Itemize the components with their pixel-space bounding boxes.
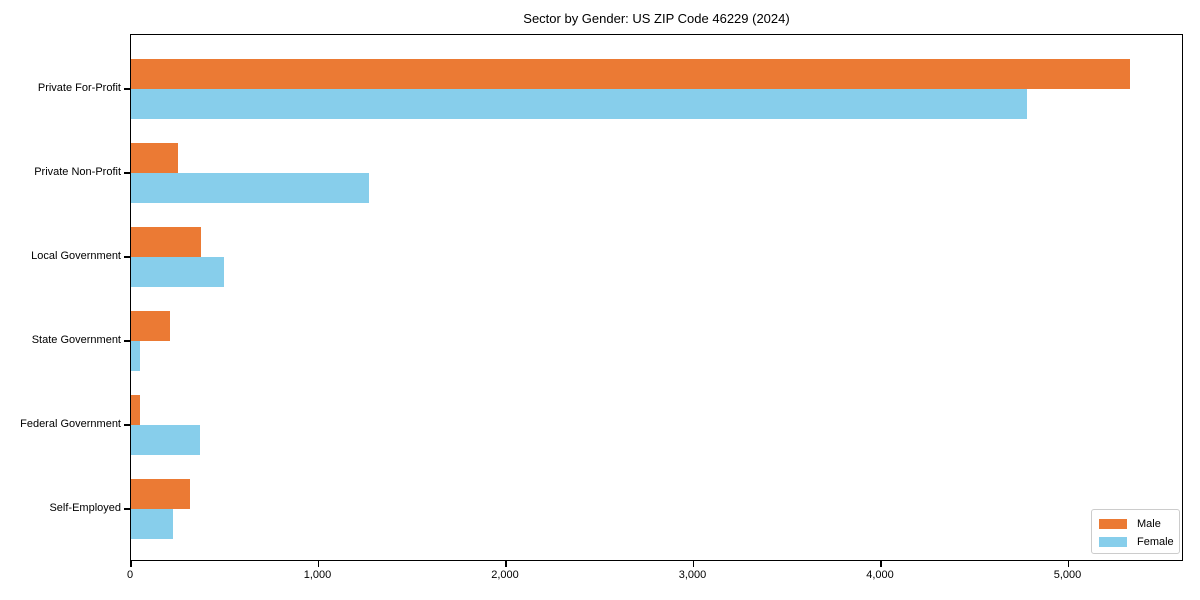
xtick-mark [505,561,507,567]
xtick-mark [317,561,319,567]
bar-female-4 [131,425,201,455]
bar-male-3 [131,311,171,341]
legend-entry-male: Male [1099,516,1179,532]
bar-male-4 [131,395,141,425]
bar-female-3 [131,341,140,371]
xtick-mark [692,561,694,567]
bar-female-5 [131,509,174,539]
xtick-mark [1067,561,1069,567]
xtick-label: 3,000 [678,569,707,581]
ytick-label: Private Non-Profit [34,166,121,178]
xtick-mark [880,561,882,567]
chart-title: Sector by Gender: US ZIP Code 46229 (202… [523,11,790,26]
legend-swatch-female [1099,537,1127,547]
ytick-label: Federal Government [20,418,121,430]
legend-entry-female: Female [1099,534,1179,550]
ytick-mark [124,340,130,342]
xtick-label: 5,000 [1053,569,1082,581]
bar-female-2 [131,257,224,287]
ytick-mark [124,424,130,426]
ytick-mark [124,172,130,174]
legend-swatch-male [1099,519,1127,529]
bar-male-0 [131,59,1131,89]
legend-label: Male [1137,518,1161,530]
legend: Male Female [1091,509,1180,554]
xtick-label: 2,000 [491,569,519,581]
xtick-label: 0 [126,569,134,581]
legend-label: Female [1137,536,1174,548]
bar-male-1 [131,143,178,173]
ytick-label: State Government [31,334,121,346]
ytick-mark [124,88,130,90]
plot-area [130,34,1183,561]
ytick-mark [124,256,130,258]
xtick-label: 4,000 [866,569,894,581]
xtick-label: 1,000 [303,569,332,581]
xtick-mark [130,561,132,567]
ytick-label: Self-Employed [49,502,121,514]
ytick-mark [124,508,130,510]
bar-female-1 [131,173,370,203]
bar-male-5 [131,479,191,509]
ytick-label: Private For-Profit [37,82,121,94]
bar-female-0 [131,89,1028,119]
bar-male-2 [131,227,202,257]
ytick-label: Local Government [31,250,121,262]
